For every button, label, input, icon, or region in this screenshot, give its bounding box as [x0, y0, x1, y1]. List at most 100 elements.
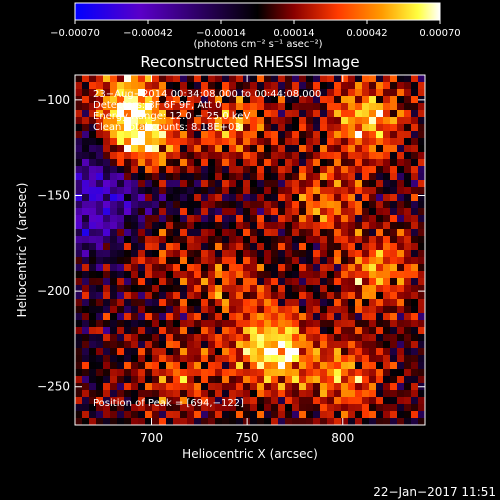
- heatmap-cell: [187, 75, 195, 83]
- heatmap-cell: [278, 320, 286, 328]
- heatmap-cell: [208, 194, 216, 202]
- heatmap-cell: [117, 89, 125, 97]
- heatmap-cell: [138, 194, 146, 202]
- heatmap-cell: [299, 299, 307, 307]
- heatmap-cell: [404, 180, 412, 188]
- heatmap-cell: [341, 250, 349, 258]
- heatmap-cell: [292, 89, 300, 97]
- heatmap-cell: [418, 320, 425, 328]
- heatmap-cell: [313, 397, 321, 405]
- heatmap-cell: [418, 243, 425, 251]
- heatmap-cell: [250, 369, 258, 377]
- heatmap-cell: [229, 152, 237, 160]
- heatmap-cell: [264, 390, 272, 398]
- heatmap-cell: [110, 201, 118, 209]
- heatmap-cell: [257, 75, 265, 83]
- heatmap-cell: [418, 138, 425, 146]
- heatmap-cell: [299, 145, 307, 153]
- heatmap-cell: [166, 362, 174, 370]
- heatmap-cell: [124, 299, 132, 307]
- heatmap-cell: [110, 369, 118, 377]
- heatmap-cell: [89, 89, 97, 97]
- heatmap-cell: [89, 404, 97, 412]
- heatmap-cell: [271, 138, 279, 146]
- heatmap-cell: [145, 229, 153, 237]
- heatmap-cell: [404, 278, 412, 286]
- heatmap-cell: [215, 89, 223, 97]
- heatmap-cell: [250, 264, 258, 272]
- heatmap-cell: [264, 411, 272, 419]
- heatmap-cell: [82, 383, 90, 391]
- heatmap-cell: [159, 369, 167, 377]
- heatmap-cell: [124, 187, 132, 195]
- heatmap-cell: [159, 250, 167, 258]
- heatmap-cell: [404, 250, 412, 258]
- heatmap-cell: [306, 264, 314, 272]
- heatmap-cell: [96, 404, 104, 412]
- heatmap-cell: [390, 341, 398, 349]
- heatmap-cell: [222, 341, 230, 349]
- heatmap-cell: [236, 355, 244, 363]
- heatmap-cell: [110, 313, 118, 321]
- heatmap-cell: [306, 271, 314, 279]
- heatmap-cell: [278, 292, 286, 300]
- heatmap-cell: [96, 243, 104, 251]
- heatmap-cell: [348, 243, 356, 251]
- heatmap-cell: [187, 236, 195, 244]
- heatmap-cell: [299, 180, 307, 188]
- heatmap-cell: [418, 292, 425, 300]
- heatmap-cell: [187, 306, 195, 314]
- heatmap-cell: [208, 292, 216, 300]
- heatmap-cell: [285, 327, 293, 335]
- heatmap-cell: [397, 257, 405, 265]
- heatmap-cell: [75, 369, 83, 377]
- heatmap-cell: [313, 334, 321, 342]
- heatmap-cell: [208, 243, 216, 251]
- heatmap-cell: [306, 152, 314, 160]
- heatmap-cell: [194, 369, 202, 377]
- heatmap-cell: [397, 411, 405, 419]
- heatmap-cell: [173, 390, 181, 398]
- heatmap-cell: [215, 348, 223, 356]
- heatmap-cell: [285, 152, 293, 160]
- heatmap-cell: [145, 138, 153, 146]
- heatmap-cell: [264, 376, 272, 384]
- heatmap-cell: [299, 75, 307, 83]
- heatmap-cell: [201, 313, 209, 321]
- heatmap-cell: [166, 313, 174, 321]
- heatmap-cell: [355, 194, 363, 202]
- heatmap-cell: [124, 222, 132, 230]
- heatmap-cell: [264, 89, 272, 97]
- heatmap-cell: [355, 145, 363, 153]
- heatmap-cell: [411, 103, 419, 111]
- heatmap-cell: [194, 82, 202, 90]
- heatmap-cell: [208, 138, 216, 146]
- heatmap-cell: [320, 418, 328, 425]
- heatmap-cell: [243, 341, 251, 349]
- heatmap-cell: [187, 341, 195, 349]
- heatmap-cell: [103, 362, 111, 370]
- heatmap-cell: [180, 369, 188, 377]
- heatmap-cell: [411, 369, 419, 377]
- heatmap-cell: [320, 250, 328, 258]
- heatmap-cell: [383, 145, 391, 153]
- heatmap-cell: [271, 194, 279, 202]
- heatmap-cell: [341, 82, 349, 90]
- heatmap-cell: [285, 103, 293, 111]
- heatmap-cell: [166, 194, 174, 202]
- heatmap-cell: [103, 320, 111, 328]
- heatmap-cell: [327, 411, 335, 419]
- heatmap-cell: [96, 124, 104, 132]
- heatmap-cell: [390, 313, 398, 321]
- heatmap-cell: [222, 313, 230, 321]
- heatmap-cell: [117, 257, 125, 265]
- heatmap-cell: [404, 236, 412, 244]
- heatmap-cell: [383, 208, 391, 216]
- heatmap-cell: [320, 145, 328, 153]
- heatmap-cell: [299, 320, 307, 328]
- heatmap-cell: [418, 278, 425, 286]
- heatmap-cell: [243, 215, 251, 223]
- heatmap-cell: [131, 208, 139, 216]
- heatmap-cell: [411, 313, 419, 321]
- heatmap-cell: [201, 236, 209, 244]
